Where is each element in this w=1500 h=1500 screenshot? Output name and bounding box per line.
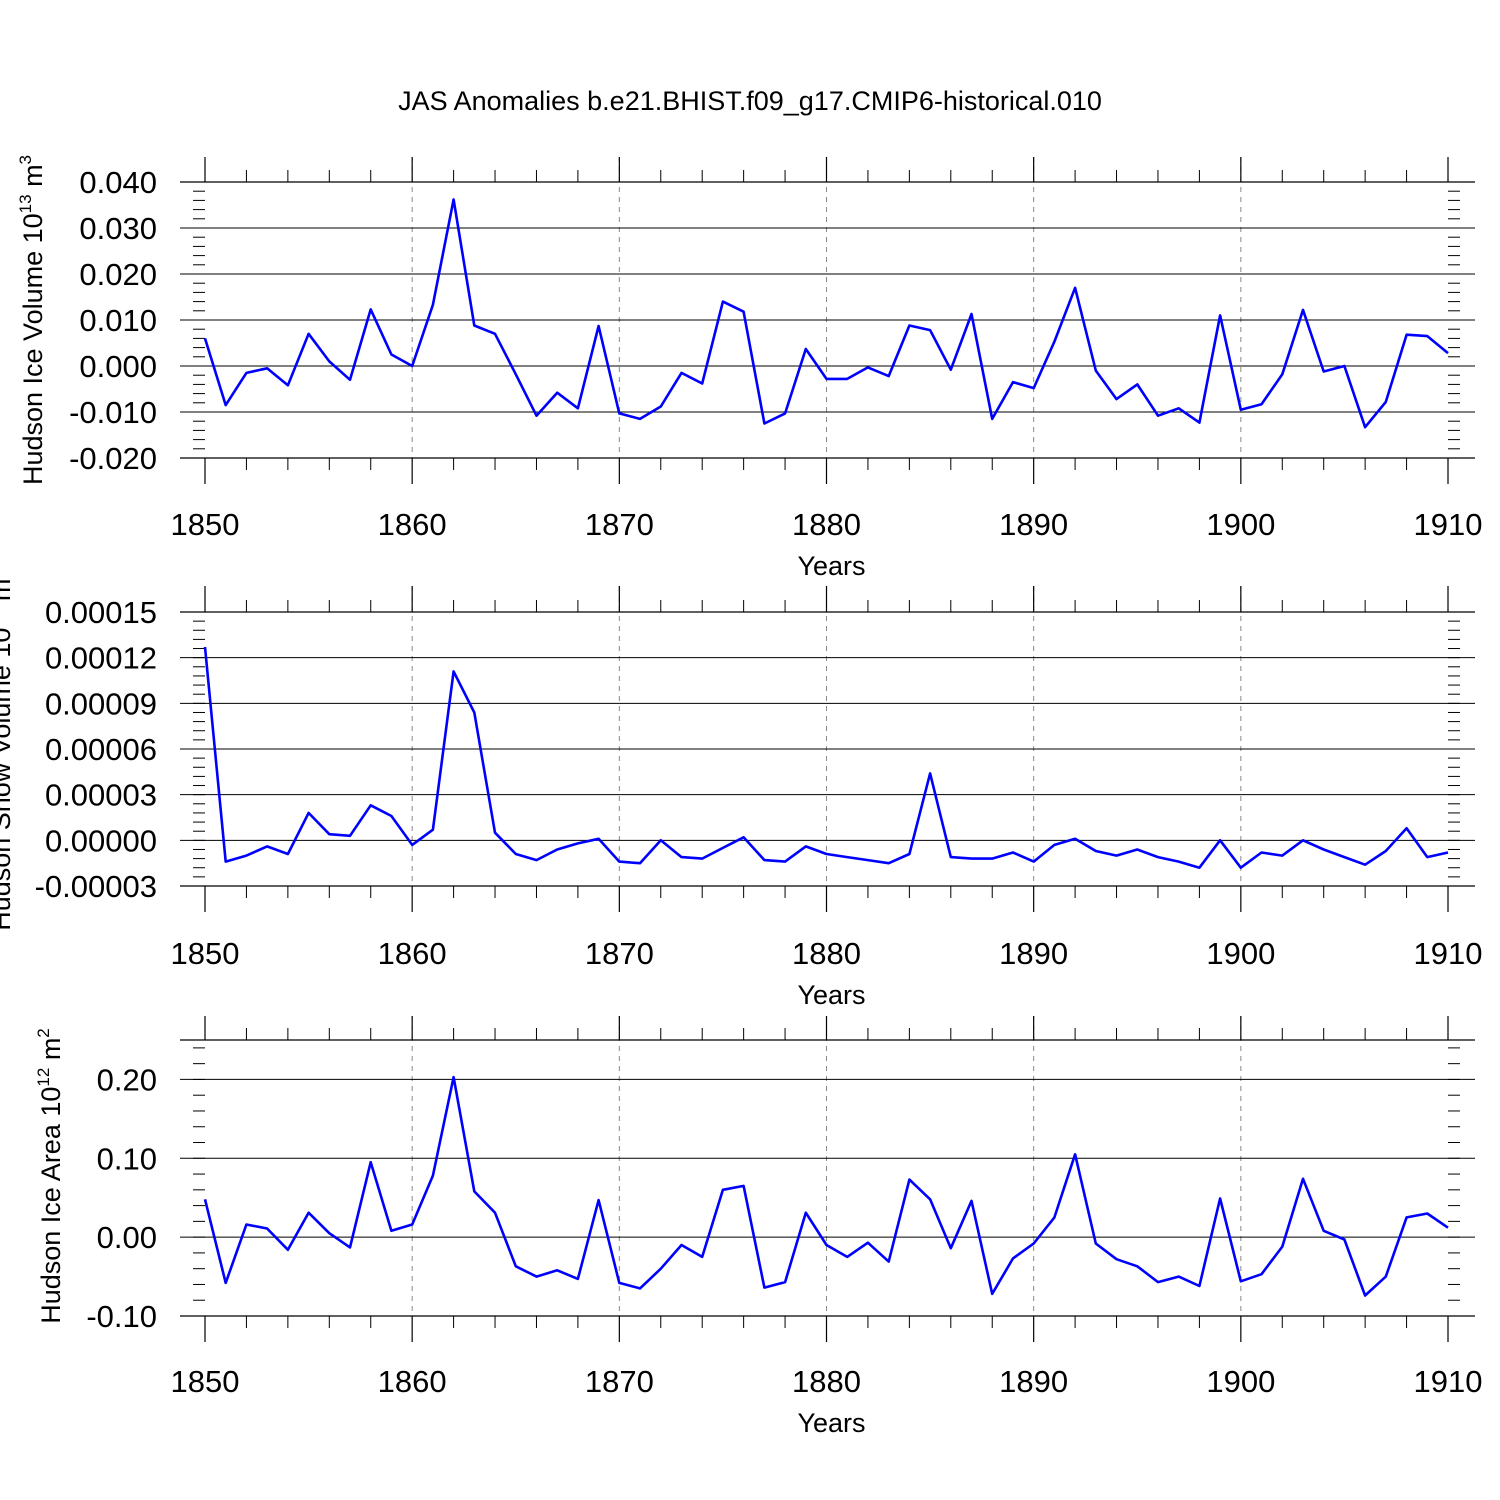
x-tick-label: 1850 bbox=[171, 507, 240, 542]
y-tick-label: 0.00009 bbox=[45, 686, 157, 721]
x-tick-label: 1860 bbox=[378, 507, 447, 542]
x-axis-title: Years bbox=[797, 1408, 865, 1438]
chart-panel-2: 0.00015 0.00012 0.00009 0.00006 0.00003 0.000… bbox=[0, 569, 1482, 1010]
x-tick-label: 1900 bbox=[1206, 507, 1275, 542]
y-tick-label: -0.020 bbox=[69, 441, 157, 476]
x-tick-label: 1870 bbox=[585, 1364, 654, 1399]
y-axis-title: Hudson Ice Volume 1013 m3 bbox=[16, 155, 48, 485]
x-tick-label: 1880 bbox=[792, 1364, 861, 1399]
x-tick-label: 1910 bbox=[1414, 1364, 1483, 1399]
x-tick-label: 1870 bbox=[585, 507, 654, 542]
x-tick-label: 1880 bbox=[792, 507, 861, 542]
x-tick-label: 1850 bbox=[171, 936, 240, 971]
x-tick-label: 1910 bbox=[1414, 936, 1483, 971]
y-tick-label: 0.00012 bbox=[45, 641, 157, 676]
y-tick-label: 0.10 bbox=[97, 1141, 157, 1176]
chart-panel-1: 0.040 0.030 0.020 0.010 0.000 -0.010 -0.020 185… bbox=[16, 155, 1482, 581]
x-tick-label: 1850 bbox=[171, 1364, 240, 1399]
x-tick-label: 1910 bbox=[1414, 507, 1483, 542]
y-tick-label: 0.010 bbox=[79, 303, 157, 338]
x-tick-label: 1890 bbox=[999, 936, 1068, 971]
y-tick-label: 0.00006 bbox=[45, 732, 157, 767]
x-tick-label: 1900 bbox=[1206, 1364, 1275, 1399]
y-tick-label: 0.00003 bbox=[45, 778, 157, 813]
y-tick-label: 0.00000 bbox=[45, 823, 157, 858]
y-tick-label: -0.00003 bbox=[35, 869, 157, 904]
y-tick-label: -0.010 bbox=[69, 395, 157, 430]
y-tick-label: -0.10 bbox=[86, 1299, 157, 1334]
x-tick-label: 1870 bbox=[585, 936, 654, 971]
figure-title: JAS Anomalies b.e21.BHIST.f09_g17.CMIP6-… bbox=[398, 86, 1102, 116]
series-line bbox=[203, 646, 1449, 870]
y-tick-label: 0.20 bbox=[97, 1062, 157, 1097]
x-axis-title: Years bbox=[797, 551, 865, 581]
y-axis-title: Hudson Ice Area 1012 m2 bbox=[34, 1028, 66, 1324]
x-tick-label: 1890 bbox=[999, 1364, 1068, 1399]
chart-panel-3: 0.20 0.10 0.00 -0.10 1850 1860 1870 1880 1890 190… bbox=[34, 1016, 1482, 1438]
series-line bbox=[203, 1075, 1449, 1297]
x-axis-title: Years bbox=[797, 980, 865, 1010]
x-tick-label: 1900 bbox=[1206, 936, 1275, 971]
y-tick-label: 0.00 bbox=[97, 1220, 157, 1255]
series-line bbox=[203, 198, 1449, 429]
y-tick-label: 0.000 bbox=[79, 349, 157, 384]
y-tick-label: 0.030 bbox=[79, 211, 157, 246]
x-tick-label: 1860 bbox=[378, 936, 447, 971]
y-tick-label: 0.020 bbox=[79, 257, 157, 292]
x-tick-label: 1860 bbox=[378, 1364, 447, 1399]
y-tick-label: 0.00015 bbox=[45, 595, 157, 630]
x-tick-label: 1890 bbox=[999, 507, 1068, 542]
x-tick-label: 1880 bbox=[792, 936, 861, 971]
y-tick-label: 0.040 bbox=[79, 165, 157, 200]
y-axis-title: Hudson Snow Volume 1013 m3 bbox=[0, 569, 16, 931]
